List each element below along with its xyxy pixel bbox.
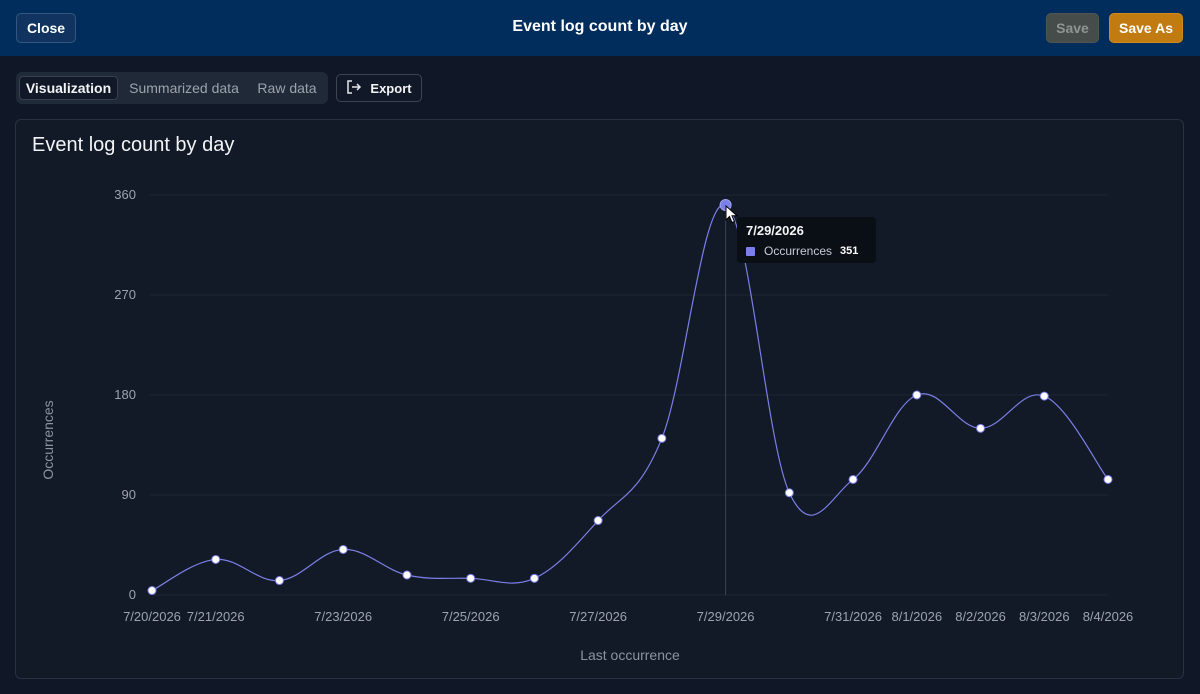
y-tick-label: 90	[122, 487, 136, 502]
data-point	[274, 576, 284, 586]
tooltip-date: 7/29/2026	[746, 223, 804, 238]
tooltip-swatch	[746, 246, 755, 256]
close-button[interactable]: Close	[16, 13, 76, 43]
export-button[interactable]: Export	[336, 74, 422, 102]
mouse-pointer-icon	[725, 204, 739, 230]
save-button[interactable]: Save	[1046, 13, 1099, 43]
tooltip-series-name: Occurrences	[764, 244, 833, 258]
x-axis-label: Last occurrence	[580, 647, 680, 663]
data-point	[657, 433, 667, 443]
tab-visualization[interactable]: Visualization	[19, 76, 118, 100]
save-as-button[interactable]: Save As	[1109, 13, 1183, 43]
view-tabs: Visualization Summarized data Raw data	[16, 72, 328, 104]
y-tick-label: 180	[114, 387, 136, 402]
data-point	[529, 573, 539, 583]
x-tick-label: 8/4/2026	[1083, 609, 1134, 624]
x-tick-label: 7/31/2026	[824, 609, 882, 624]
top-bar	[0, 0, 1200, 56]
data-point	[784, 488, 794, 498]
chart-title: Event log count by day	[32, 134, 235, 156]
x-tick-label: 8/3/2026	[1019, 609, 1070, 624]
data-point	[338, 544, 348, 554]
tab-summarized-data[interactable]: Summarized data	[129, 80, 239, 96]
x-tick-label: 7/23/2026	[314, 609, 372, 624]
data-point	[211, 554, 221, 564]
export-icon	[346, 79, 362, 97]
x-tick-label: 7/29/2026	[697, 609, 755, 624]
x-tick-label: 7/27/2026	[569, 609, 627, 624]
data-point	[402, 570, 412, 580]
chart-tooltip: 7/29/2026 Occurrences 351	[737, 217, 876, 263]
data-point	[593, 516, 603, 526]
data-point	[848, 474, 858, 484]
data-point	[1103, 474, 1113, 484]
tooltip-value: 351	[840, 245, 859, 257]
y-axis-label: Occurrences	[40, 400, 56, 479]
data-point	[147, 586, 157, 596]
page-title: Event log count by day	[512, 18, 688, 35]
data-point	[1039, 391, 1049, 401]
x-tick-label: 7/21/2026	[187, 609, 245, 624]
chart-panel	[15, 119, 1184, 679]
x-tick-label: 8/2/2026	[955, 609, 1006, 624]
data-point	[912, 390, 922, 400]
y-tick-label: 270	[114, 287, 136, 302]
x-tick-label: 7/25/2026	[442, 609, 500, 624]
series-line-occurrences	[151, 204, 1109, 592]
x-tick-label: 8/1/2026	[891, 609, 942, 624]
x-tick-label: 7/20/2026	[123, 609, 181, 624]
data-point	[466, 573, 476, 583]
y-tick-label: 0	[129, 587, 136, 602]
tab-raw-data[interactable]: Raw data	[257, 80, 317, 96]
export-label: Export	[370, 80, 412, 96]
y-tick-label: 360	[114, 187, 136, 202]
data-point	[976, 423, 986, 433]
